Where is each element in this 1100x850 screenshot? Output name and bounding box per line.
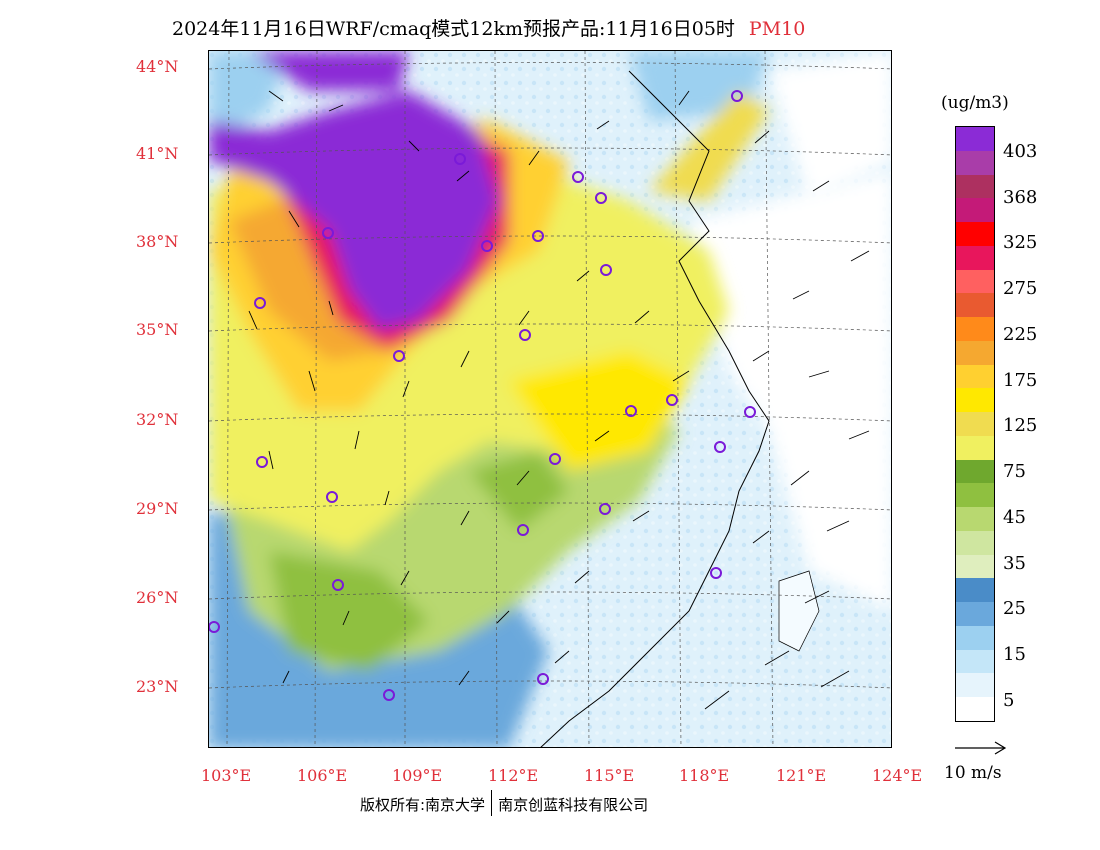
legend-swatch (956, 578, 994, 603)
legend-swatch (956, 459, 994, 484)
legend-swatch (956, 340, 994, 366)
legend-label: 225 (1003, 324, 1038, 345)
lat-label-32n: 32°N (136, 410, 179, 429)
lat-label-29n: 29°N (136, 499, 179, 518)
legend-swatch (956, 412, 994, 437)
lon-label-109e: 109°E (392, 766, 443, 785)
city-markers (209, 90, 756, 701)
legend-swatch (956, 317, 994, 342)
legend-swatch (956, 198, 994, 223)
legend-swatch (956, 127, 994, 152)
legend-swatch (956, 483, 994, 508)
legend-unit: (ug/m3) (941, 93, 1009, 113)
copyright-footer: 版权所有:南京大学 南京创蓝科技有限公司 (360, 790, 648, 816)
concentration-field (209, 51, 891, 747)
lon-label-106e: 106°E (297, 766, 348, 785)
lon-label-124e: 124°E (872, 766, 923, 785)
legend-swatch (956, 222, 994, 247)
legend-label: 45 (1003, 507, 1026, 528)
legend-swatch (956, 625, 994, 651)
legend-swatch (956, 602, 994, 627)
pollutant-species: PM10 (748, 18, 806, 40)
lon-label-103e: 103°E (201, 766, 252, 785)
footer-separator (491, 790, 493, 816)
lat-label-35n: 35°N (136, 320, 179, 339)
lon-label-115e: 115°E (584, 766, 635, 785)
wind-vectors (248, 90, 870, 710)
wind-reference-arrow (955, 741, 1007, 755)
legend-label: 325 (1003, 232, 1038, 253)
copyright-text: 版权所有:南京大学 (360, 796, 486, 814)
wind-reference-label: 10 m/s (944, 763, 1002, 783)
legend-swatch (956, 554, 994, 579)
legend-label: 275 (1003, 278, 1038, 299)
legend-swatch (956, 269, 994, 294)
legend-label: 15 (1003, 644, 1026, 665)
lon-label-118e: 118°E (679, 766, 730, 785)
lat-label-38n: 38°N (136, 232, 179, 251)
lat-label-44n: 44°N (136, 57, 179, 76)
legend-label: 125 (1003, 415, 1038, 436)
lon-label-112e: 112°E (488, 766, 539, 785)
legend-label: 403 (1003, 141, 1038, 162)
lat-label-26n: 26°N (136, 588, 179, 607)
map-title: 2024年11月16日WRF/cmaq模式12km预报产品:11月16日05时 P… (172, 14, 805, 41)
legend-label: 75 (1003, 461, 1026, 482)
legend-swatch (956, 673, 994, 698)
legend-label: 175 (1003, 370, 1038, 391)
legend-swatch (956, 649, 994, 674)
color-legend (955, 126, 995, 722)
legend-swatch (956, 150, 994, 175)
legend-swatch (956, 364, 994, 389)
lat-label-23n: 23°N (136, 677, 179, 696)
legend-label: 5 (1003, 690, 1015, 711)
lon-label-121e: 121°E (776, 766, 827, 785)
legend-swatch (956, 245, 994, 271)
title-main: 2024年11月16日WRF/cmaq模式12km预报产品:11月16日05时 (172, 18, 735, 40)
forecast-map[interactable] (208, 50, 892, 748)
lat-label-41n: 41°N (136, 144, 179, 163)
legend-swatch (956, 697, 994, 722)
legend-label: 368 (1003, 187, 1038, 208)
legend-swatch (956, 530, 994, 556)
legend-swatch (956, 174, 994, 199)
company-text: 南京创蓝科技有限公司 (498, 796, 649, 814)
legend-label: 25 (1003, 598, 1026, 619)
legend-swatch (956, 388, 994, 413)
legend-swatch (956, 293, 994, 318)
legend-swatch (956, 507, 994, 532)
legend-label: 35 (1003, 553, 1026, 574)
legend-swatch (956, 435, 994, 461)
